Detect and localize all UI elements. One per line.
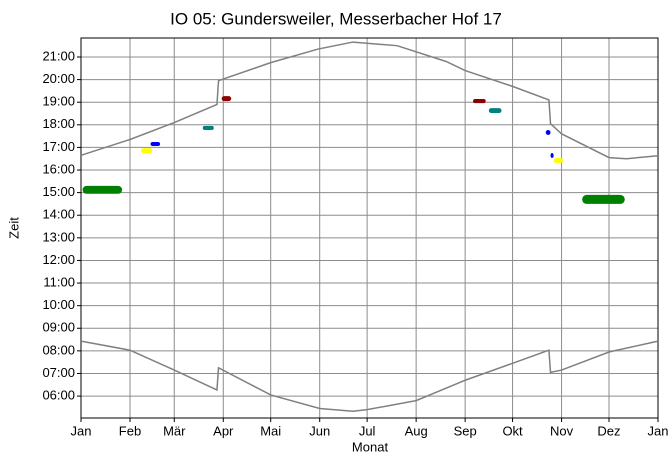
x-tick-label: Mär [163,423,186,438]
y-tick-label: 18:00 [42,116,75,131]
y-tick-label: 10:00 [42,297,75,312]
y-tick-label: 15:00 [42,184,75,199]
shadow-patch [582,194,625,204]
y-axis-label: Zeit [6,217,21,239]
y-tick-label: 21:00 [42,48,75,63]
shadow-patch [150,141,161,147]
time-line [80,340,659,412]
shadow-patch [82,185,123,194]
x-tick-label: Okt [502,423,523,438]
x-axis-label: Monat [352,439,389,454]
x-tick-label: Dez [597,423,620,438]
shadow-patch [202,125,214,131]
y-tick-label: 20:00 [42,71,75,86]
plot-frame [80,37,659,419]
y-tick-label: 09:00 [42,320,75,335]
y-tick-label: 08:00 [42,342,75,357]
time-line [80,41,659,160]
shadow-patch [545,130,551,135]
shadow-patch [221,96,232,102]
y-tick-label: 14:00 [42,207,75,222]
shadow-patch [550,153,554,159]
chart-title: IO 05: Gundersweiler, Messerbacher Hof 1… [170,9,502,28]
y-tick-label: 13:00 [42,229,75,244]
x-tick-label: Jun [309,423,330,438]
x-tick-label: Sep [454,423,477,438]
x-tick-label: Jan [71,423,92,438]
x-tick-label: Mai [260,423,281,438]
y-tick-label: 12:00 [42,252,75,267]
x-tick-label: Apr [213,423,234,438]
x-tick-label: Feb [119,423,141,438]
y-tick-label: 11:00 [43,274,75,289]
x-tick-label: Jan [648,423,669,438]
shadow-patch [141,148,153,154]
shadow-patch [488,108,502,114]
shadow-patch [473,99,486,104]
y-tick-label: 16:00 [42,161,75,176]
shadow-patch [553,158,564,164]
y-tick-label: 17:00 [42,139,75,154]
x-tick-label: Aug [405,423,428,438]
y-tick-label: 19:00 [42,94,75,109]
x-tick-label: Jul [359,423,376,438]
x-tick-label: Nov [550,423,574,438]
y-tick-label: 06:00 [42,388,75,403]
y-tick-label: 07:00 [42,365,75,380]
